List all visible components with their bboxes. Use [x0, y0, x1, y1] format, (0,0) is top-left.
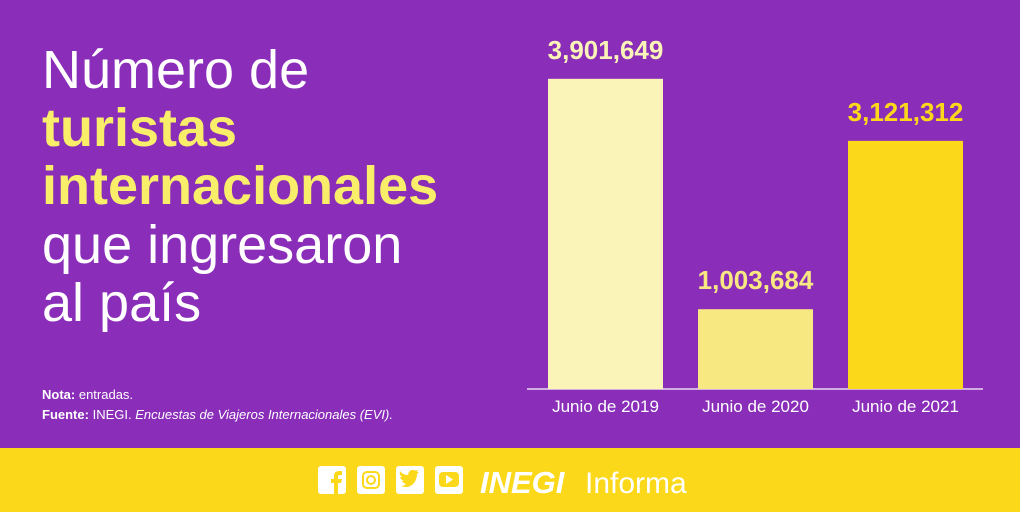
- bar: [548, 78, 663, 389]
- x-tick-label: Junio de 2020: [702, 397, 809, 416]
- value-label: 3,121,312: [848, 97, 964, 127]
- bar: [698, 309, 813, 389]
- bar: [848, 140, 963, 389]
- instagram-lens: [366, 475, 376, 485]
- title-line: turistas: [42, 98, 237, 158]
- title-line: Número de: [42, 40, 309, 100]
- source-label: Fuente:: [42, 407, 89, 422]
- source-text: INEGI.: [93, 407, 132, 422]
- title-line: al país: [42, 273, 201, 333]
- facebook-glyph: [331, 471, 342, 494]
- source: Fuente: INEGI. Encuestas de Viajeros Int…: [42, 407, 393, 422]
- note-text: entradas.: [79, 387, 133, 402]
- footer-brand: INEGI: [480, 465, 566, 500]
- youtube-play: [446, 475, 453, 484]
- x-tick-label: Junio de 2021: [852, 397, 959, 416]
- value-label: 1,003,684: [698, 265, 814, 295]
- value-label: 3,901,649: [548, 35, 664, 65]
- twitter-glyph: [399, 469, 419, 487]
- title-line: que ingresaron: [42, 215, 402, 275]
- footer-product: Informa: [585, 467, 687, 500]
- x-tick-label: Junio de 2019: [552, 397, 659, 416]
- instagram-icon: [357, 466, 385, 494]
- note-label: Nota:: [42, 387, 75, 402]
- instagram-glyph: [362, 471, 380, 489]
- title-line: internacionales: [42, 156, 438, 216]
- footer-band: [0, 448, 1020, 512]
- source-title: Encuestas de Viajeros Internacionales (E…: [135, 407, 393, 422]
- note: Nota: entradas.: [42, 387, 133, 402]
- social-icons: [318, 466, 463, 494]
